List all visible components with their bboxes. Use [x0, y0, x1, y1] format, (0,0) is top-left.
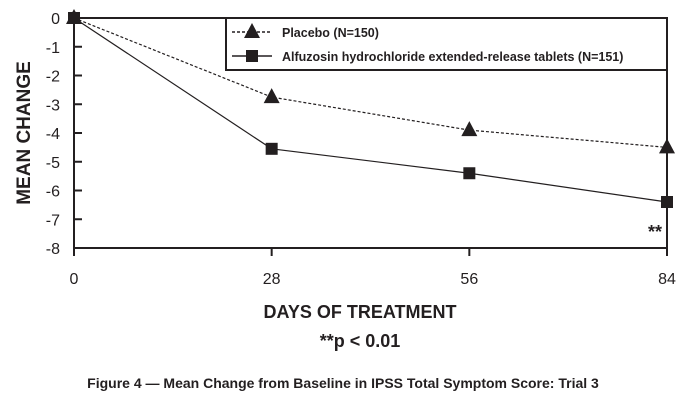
x-axis-note: **p < 0.01 [320, 331, 401, 351]
square-marker [68, 12, 80, 24]
series-line [73, 17, 668, 203]
series-group: ** [66, 9, 675, 242]
y-tick-label: -2 [46, 69, 60, 86]
legend-label: Placebo (N=150) [282, 26, 379, 40]
y-axis-label: MEAN CHANGE [14, 61, 35, 205]
y-tick-label: -4 [46, 126, 60, 143]
y-tick-label: -3 [46, 97, 60, 114]
figure-caption: Figure 4 — Mean Change from Baseline in … [87, 375, 599, 391]
square-marker [246, 50, 258, 62]
y-tick-label: -7 [46, 212, 60, 229]
legend-label: Alfuzosin hydrochloride extended-release… [282, 50, 623, 64]
triangle-marker [659, 138, 675, 154]
y-tick-label: -5 [46, 155, 60, 172]
x-tick-label: 28 [263, 271, 281, 288]
triangle-marker [263, 88, 280, 104]
legend-box [225, 17, 668, 71]
significance-annotation: ** [648, 222, 662, 242]
square-marker [265, 142, 278, 155]
y-tick-label: -8 [46, 241, 60, 258]
x-tick-label: 0 [70, 271, 79, 288]
triangle-marker [244, 23, 260, 38]
y-tick-label: -6 [46, 184, 60, 201]
y-tick-label: -1 [46, 40, 60, 57]
square-marker [463, 167, 476, 180]
series-line [73, 17, 668, 148]
legend: Placebo (N=150) Alfuzosin hydrochloride e… [225, 17, 668, 71]
triangle-marker [461, 121, 478, 137]
x-tick-label: 84 [658, 271, 676, 288]
x-tick-label: 56 [460, 271, 478, 288]
square-marker [661, 196, 673, 208]
y-tick-label: 0 [51, 11, 60, 28]
x-axis-label: DAYS OF TREATMENT [263, 302, 456, 322]
